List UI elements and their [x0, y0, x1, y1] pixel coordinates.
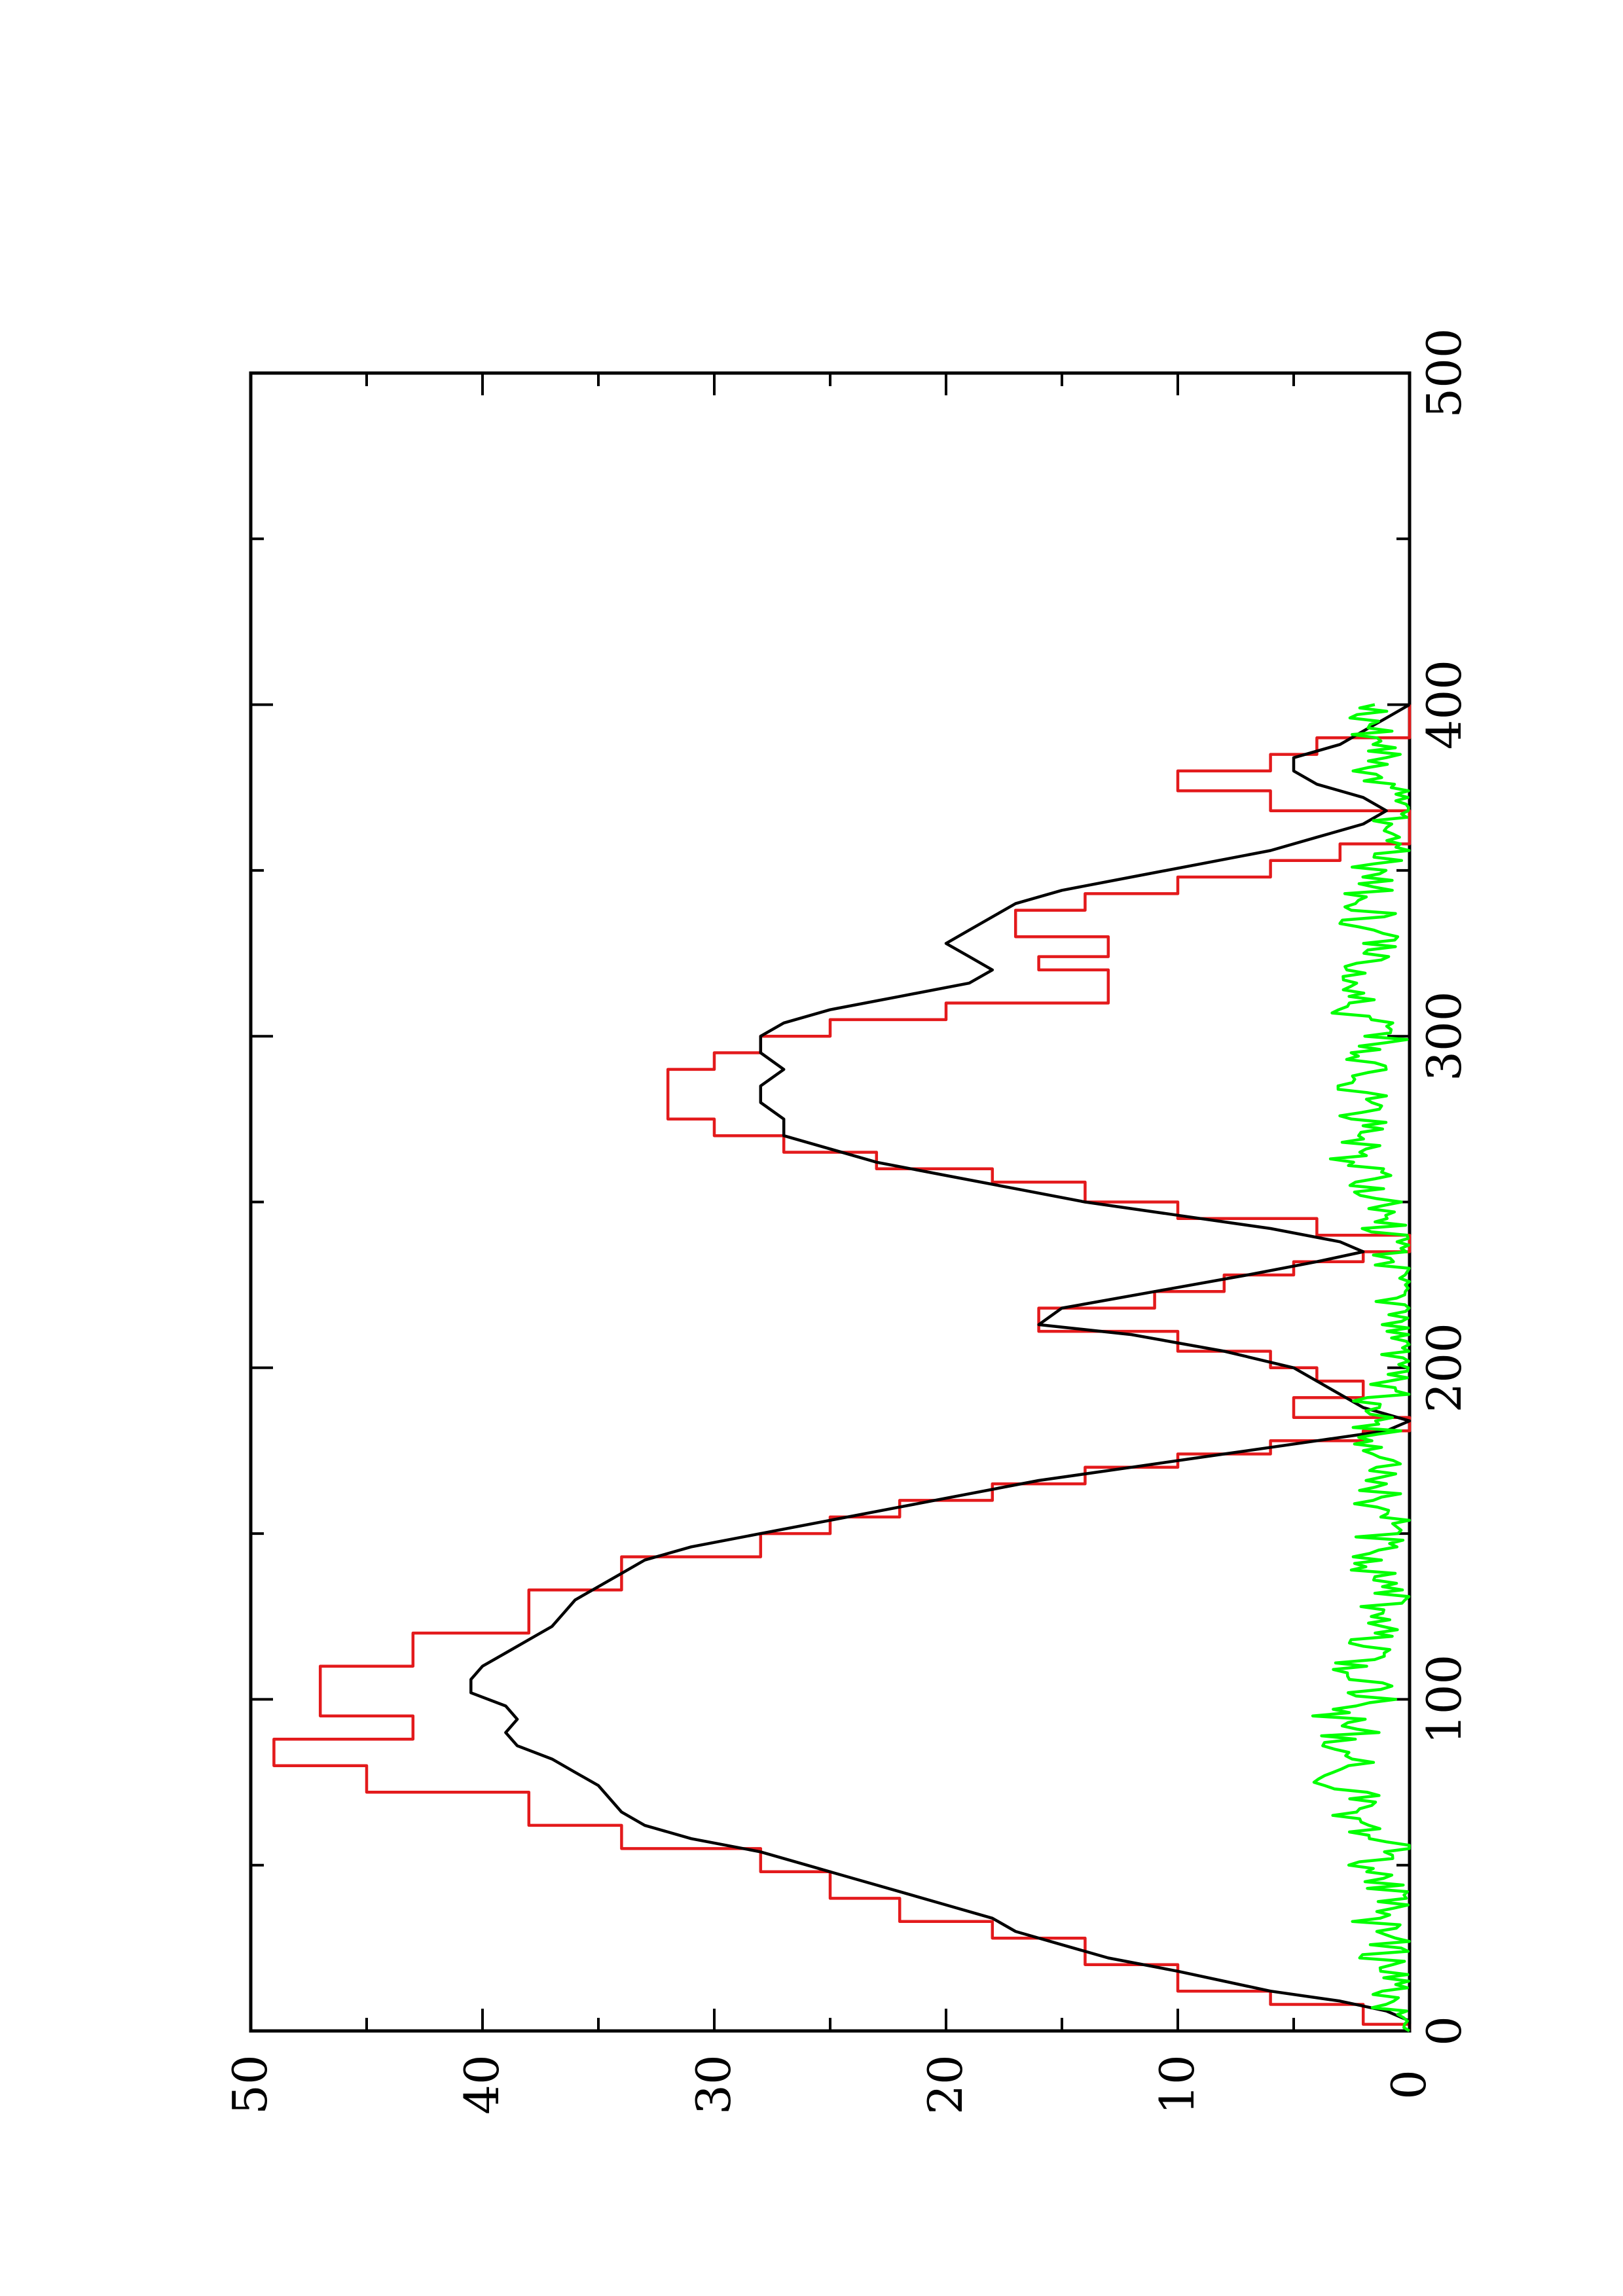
x-tick-label: 200 — [1417, 1323, 1472, 1412]
x-tick-label: 500 — [1417, 328, 1472, 418]
y-tick-label: 30 — [686, 2054, 741, 2115]
series-red-line — [272, 704, 1412, 2031]
y-tick-label: 0 — [1381, 2070, 1436, 2100]
y-tick-label: 10 — [1150, 2054, 1205, 2115]
series-black-line — [469, 703, 1412, 2031]
y-tick-label: 50 — [223, 2054, 278, 2115]
x-tick-label: 0 — [1417, 2016, 1472, 2046]
plot-area: 0 100 200 300 400 500 0 10 20 30 40 50 — [223, 328, 1472, 2115]
x-tick-label: 400 — [1417, 660, 1472, 749]
y-tick-label: 40 — [454, 2054, 509, 2115]
plot-frame — [249, 371, 1412, 2033]
y-tick-label: 20 — [918, 2054, 973, 2115]
x-tick-label: 300 — [1417, 991, 1472, 1081]
x-tick-label: 100 — [1417, 1655, 1472, 1744]
series-green-line — [1311, 703, 1411, 2032]
